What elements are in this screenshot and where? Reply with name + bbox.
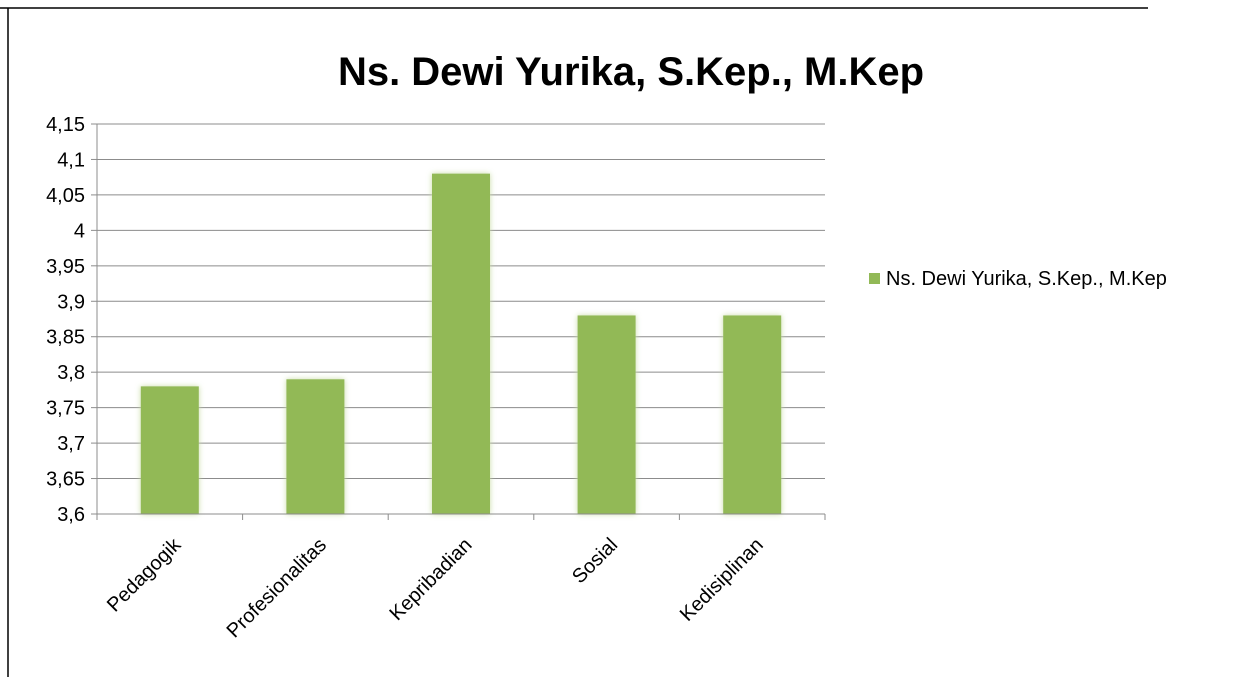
- x-tick-label: Sosial: [568, 534, 622, 588]
- y-tick-label: 4,1: [57, 149, 85, 171]
- x-tick-label: Kepribadian: [385, 534, 476, 625]
- axes: [96, 124, 826, 520]
- bar-kedisiplinan: [723, 315, 782, 514]
- y-tick-label: 3,85: [46, 327, 85, 349]
- legend-swatch: [869, 273, 880, 284]
- y-tick-label: 3,95: [46, 256, 85, 278]
- y-tick-label: 4,05: [46, 185, 85, 207]
- bar-profesionalitas: [286, 379, 345, 514]
- y-tick-label: 4,15: [46, 114, 85, 136]
- bar-kepribadian: [432, 173, 490, 515]
- x-tick-label: Kedisiplinan: [676, 534, 768, 626]
- y-tick-label: 3,6: [57, 504, 85, 526]
- x-tick-label: Pedagogik: [103, 533, 186, 616]
- x-tick-label: Profesionalitas: [223, 534, 331, 642]
- chart-title: Ns. Dewi Yurika, S.Kep., M.Kep: [338, 50, 924, 94]
- y-tick-label: 3,65: [46, 469, 85, 491]
- legend: Ns. Dewi Yurika, S.Kep., M.Kep: [869, 268, 1167, 290]
- y-tick-label: 3,7: [57, 433, 85, 455]
- y-tick-label: 3,9: [57, 291, 85, 313]
- y-tick-label: 3,8: [57, 362, 85, 384]
- bars: [140, 173, 782, 515]
- legend-label: Ns. Dewi Yurika, S.Kep., M.Kep: [886, 268, 1167, 290]
- x-axis-labels: Pedagogik Profesionalitas Kepribadian Sosia…: [103, 533, 768, 642]
- y-tick-label: 3,75: [46, 398, 85, 420]
- y-tick-label: 4: [74, 220, 85, 242]
- y-axis-ticks: 3,6 3,65 3,7 3,75 3,8 3,85 3,9 3,95 4 4,05 4,1 4,15: [46, 114, 97, 526]
- bar-pedagogik: [140, 386, 199, 514]
- bar-sosial: [577, 315, 636, 514]
